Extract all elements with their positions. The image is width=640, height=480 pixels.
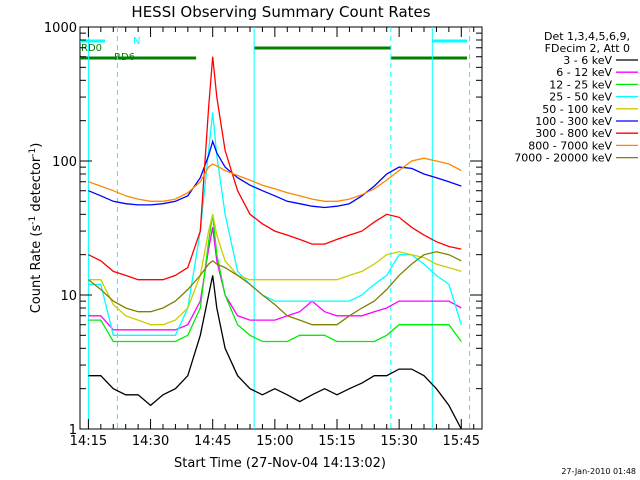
legend-label: 100 - 300 keV — [535, 115, 612, 128]
series-line-0 — [88, 275, 462, 430]
series-line-3 — [88, 112, 462, 336]
legend-label: 25 - 50 keV — [549, 91, 612, 104]
x-tick-label: 14:15 — [70, 434, 107, 449]
legend-header-1: Det 1,3,4,5,6,9, — [544, 30, 630, 43]
axis-ticks: 1 10 100 1000 14:15 14:30 14:45 15:00 15:15 15:30… — [44, 21, 482, 449]
legend-label: 50 - 100 keV — [542, 103, 612, 116]
series-line-4 — [88, 214, 462, 326]
legend-label: 3 - 6 keV — [563, 54, 612, 67]
series-line-6 — [88, 56, 462, 281]
x-tick-label: 15:45 — [443, 434, 480, 449]
plot-frame — [79, 26, 483, 430]
legend-label: 12 - 25 keV — [549, 78, 612, 91]
x-axis-label: Start Time (27-Nov-04 14:13:02) — [174, 456, 386, 471]
series-line-1 — [88, 227, 462, 331]
series-line-2 — [88, 214, 462, 343]
legend-label: 6 - 12 keV — [556, 66, 612, 79]
footer-timestamp: 27-Jan-2010 01:48 — [561, 467, 636, 476]
x-tick-label: 15:30 — [380, 434, 417, 449]
state-bar-label: N — [133, 36, 140, 47]
y-tick-label: 1000 — [44, 21, 77, 36]
y-axis-label: Count Rate (s-1 detector-1) — [28, 143, 44, 314]
series-line-5 — [88, 139, 462, 209]
legend-header-2: FDecim 2, Att 0 — [545, 42, 630, 55]
y-tick-label: 10 — [60, 289, 77, 304]
state-bar-label: RD0 — [81, 43, 102, 54]
vertical-markers — [87, 27, 471, 429]
series-line-7 — [88, 157, 462, 202]
y-tick-label: 100 — [52, 155, 77, 170]
x-tick-label: 14:30 — [132, 434, 169, 449]
x-tick-label: 14:45 — [194, 434, 231, 449]
state-bars: N RD0 RD6 — [80, 36, 467, 63]
legend-label: 7000 - 20000 keV — [514, 152, 612, 165]
legend: Det 1,3,4,5,6,9, FDecim 2, Att 0 3 - 6 k… — [514, 30, 638, 165]
y-tick-label: 1 — [69, 423, 77, 438]
series-lines — [87, 56, 462, 430]
x-tick-label: 15:00 — [256, 434, 293, 449]
series-line-8 — [87, 251, 462, 326]
x-tick-label: 15:15 — [318, 434, 355, 449]
legend-label: 300 - 800 keV — [535, 127, 612, 140]
legend-label: 800 - 7000 keV — [528, 139, 612, 152]
chart-title: HESSI Observing Summary Count Rates — [131, 3, 430, 21]
state-bar-label: RD6 — [114, 52, 135, 63]
